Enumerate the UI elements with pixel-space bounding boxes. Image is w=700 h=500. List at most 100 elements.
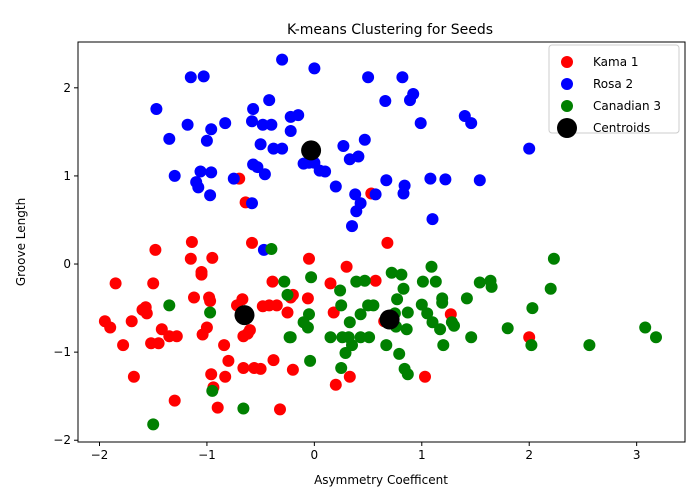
data-point [163, 299, 176, 312]
data-point [305, 271, 318, 284]
data-point [267, 354, 280, 367]
data-point [140, 307, 153, 320]
data-point [380, 174, 393, 187]
data-point [426, 213, 439, 226]
data-point [274, 403, 286, 416]
data-point [358, 133, 371, 146]
data-point [335, 299, 348, 312]
data-point [473, 174, 486, 187]
data-point [583, 339, 596, 352]
data-point [168, 169, 181, 182]
data-point [192, 181, 205, 194]
data-point [125, 315, 138, 328]
data-point [270, 299, 283, 312]
data-point [263, 94, 276, 107]
data-point [429, 275, 442, 288]
data-point [319, 165, 332, 178]
data-point [206, 384, 219, 397]
data-point [650, 331, 662, 344]
data-point [544, 282, 557, 295]
data-point [258, 168, 271, 181]
data-point [337, 140, 350, 152]
data-point [168, 394, 181, 407]
data-point [303, 308, 315, 321]
data-point [352, 150, 365, 163]
data-point [278, 275, 291, 288]
centroid-point [234, 305, 255, 326]
data-point [485, 280, 498, 293]
data-point [197, 70, 210, 83]
data-point [415, 298, 428, 311]
x-tick-label: 3 [633, 448, 641, 462]
legend-marker [557, 118, 577, 138]
data-point [104, 321, 117, 334]
data-point [340, 260, 353, 273]
data-point [254, 362, 267, 375]
legend-marker [561, 78, 573, 90]
data-point [397, 282, 410, 295]
data-point [205, 123, 218, 136]
data-point [395, 268, 408, 281]
data-point [194, 165, 207, 178]
data-point [367, 299, 380, 312]
data-point [354, 331, 367, 344]
data-point [424, 172, 437, 185]
data-point [439, 173, 452, 186]
data-point [150, 103, 163, 115]
data-point [149, 243, 162, 256]
data-point [219, 370, 232, 383]
data-point [369, 274, 382, 287]
data-point [286, 363, 299, 376]
legend-label: Kama 1 [593, 55, 639, 69]
x-tick-label: 0 [311, 448, 319, 462]
data-point [276, 53, 289, 66]
data-point [547, 252, 560, 265]
data-point [246, 197, 258, 210]
data-point [147, 277, 160, 290]
data-point [227, 172, 240, 185]
data-point [346, 339, 358, 352]
data-point [251, 161, 264, 174]
data-point [292, 109, 305, 122]
data-point [434, 323, 447, 336]
data-point [303, 252, 315, 265]
data-point [393, 347, 406, 360]
data-point [200, 321, 213, 334]
legend-box [548, 44, 680, 134]
data-point [184, 252, 197, 265]
data-point [281, 306, 294, 319]
data-point [147, 418, 160, 431]
x-axis-label: Asymmetry Coefficent [314, 473, 448, 487]
data-point [381, 236, 394, 249]
data-point [109, 277, 122, 290]
data-point [254, 138, 267, 151]
data-point [327, 306, 340, 319]
data-point [266, 275, 279, 288]
data-point [204, 189, 217, 202]
data-point [501, 322, 514, 335]
data-point [380, 339, 393, 352]
data-point [170, 330, 183, 343]
data-point [324, 277, 337, 290]
data-point [526, 302, 539, 315]
data-point [329, 378, 342, 391]
data-point [185, 236, 198, 248]
data-point [369, 188, 382, 201]
data-point [256, 118, 269, 131]
data-point [188, 291, 200, 304]
data-point [343, 316, 356, 329]
data-point [354, 308, 367, 321]
data-point [401, 306, 414, 319]
x-axis: −2 −1 0 1 2 3 [91, 442, 641, 462]
data-point [335, 362, 348, 374]
data-point [211, 401, 224, 414]
data-point [152, 337, 165, 350]
data-point [200, 134, 213, 147]
data-point [265, 118, 278, 131]
data-point [329, 180, 342, 193]
data-point [339, 347, 352, 359]
data-point [301, 321, 314, 334]
data-point [385, 266, 398, 279]
centroid-point [379, 309, 400, 330]
